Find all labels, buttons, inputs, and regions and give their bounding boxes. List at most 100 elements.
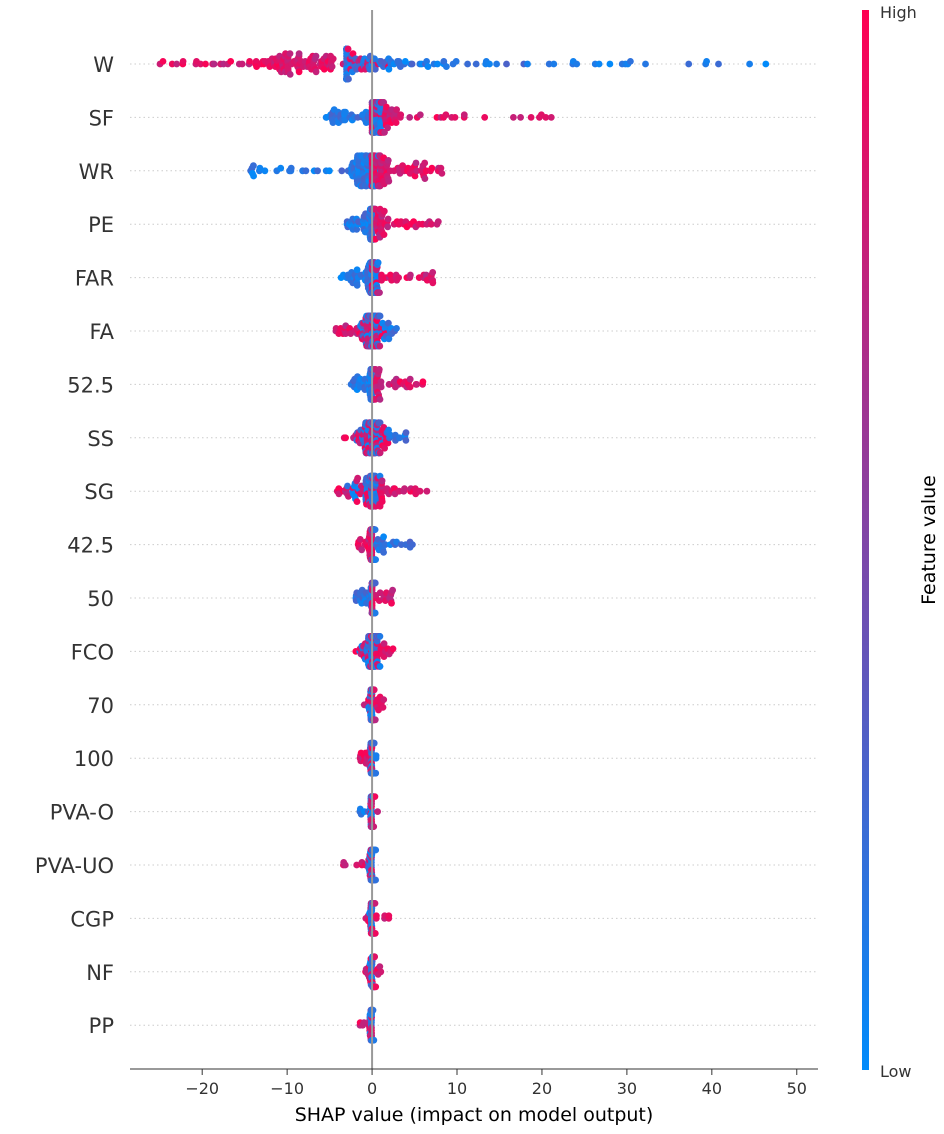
shap-point [472,60,480,68]
shap-point [411,172,419,180]
shap-point [408,60,416,68]
shap-point [326,167,333,175]
shap-point [379,704,387,711]
shap-point [395,274,402,281]
shap-point [377,383,385,391]
shap-point [460,111,468,119]
shap-point [328,63,336,70]
shap-point [384,439,392,447]
shap-point [378,477,386,485]
shap-point [385,335,393,343]
shap-point [372,769,380,777]
shap-point [250,172,257,180]
shap-point [442,111,450,119]
shap-point [412,159,420,167]
shap-point [383,485,391,492]
shap-point [384,223,392,231]
shap-point [372,846,380,854]
shap-point [378,498,386,505]
shap-point [295,50,303,57]
shap-point [377,378,385,386]
shap-point [503,60,510,68]
shap-point [385,426,392,434]
feature-label: WR [79,160,114,184]
colorbar-gradient [862,10,869,1070]
shap-point [429,269,437,276]
shap-point [715,60,722,68]
shap-point [238,60,246,68]
shap-point [493,60,500,68]
shap-point [376,342,384,350]
feature-label: W [93,53,114,77]
shap-point [416,487,424,495]
feature-label: PVA-O [50,801,114,825]
shap-point [210,60,218,68]
shap-point [627,58,634,65]
shap-point [371,900,379,907]
shap-point [371,579,379,587]
shap-point [371,930,379,937]
feature-label: FAR [75,267,114,291]
shap-point [510,114,517,121]
shap-point [358,546,366,554]
shap-point [376,963,384,970]
shap-point [413,381,421,388]
shap-point [380,533,387,541]
shap-point [396,434,403,442]
shap-point [356,536,364,543]
x-tick-label: −10 [270,1079,304,1098]
shap-point [346,325,354,332]
shap-point [406,375,414,383]
shap-point [345,75,352,83]
shap-point [375,366,383,373]
feature-label: CGP [70,907,114,931]
shap-point [380,549,387,556]
shap-point [409,541,416,548]
shap-point [353,226,361,233]
shap-point [389,586,396,594]
shap-point [434,218,442,226]
shap-point [286,71,294,78]
shap-point [384,215,392,223]
shap-point [395,58,403,65]
shap-point [380,207,388,215]
shap-point [173,60,181,68]
shap-point [353,861,361,869]
shap-point [372,983,380,991]
x-tick-label: 10 [447,1079,467,1098]
shap-point [573,60,581,68]
shap-point [376,449,384,457]
shap-point [372,556,379,563]
shap-point [344,45,352,53]
shap-point [437,164,445,172]
shap-point [384,124,391,132]
row-guides [130,63,818,1026]
shap-point [277,164,285,172]
shap-point [401,58,409,65]
shap-point [524,60,531,68]
shap-point [376,312,384,320]
shap-point [406,383,414,391]
shap-point [329,119,337,126]
feature-label: 50 [87,587,114,611]
shap-point [452,58,460,65]
shap-point [434,60,441,68]
feature-label: SF [89,106,114,130]
shap-point [302,167,310,175]
shap-point [443,63,450,70]
shap-point [372,752,380,759]
feature-label: 42.5 [67,534,114,558]
shap-point [438,170,446,177]
shap-point [421,175,429,183]
shap-point [338,167,346,175]
shap-point [642,60,649,68]
shap-point [312,68,320,76]
shap-point [376,663,384,670]
shap-point [227,58,235,65]
shap-point [371,716,379,724]
shap-point [371,793,379,800]
shap-point [295,68,303,76]
shap-point [342,434,349,442]
shap-point [419,378,427,386]
